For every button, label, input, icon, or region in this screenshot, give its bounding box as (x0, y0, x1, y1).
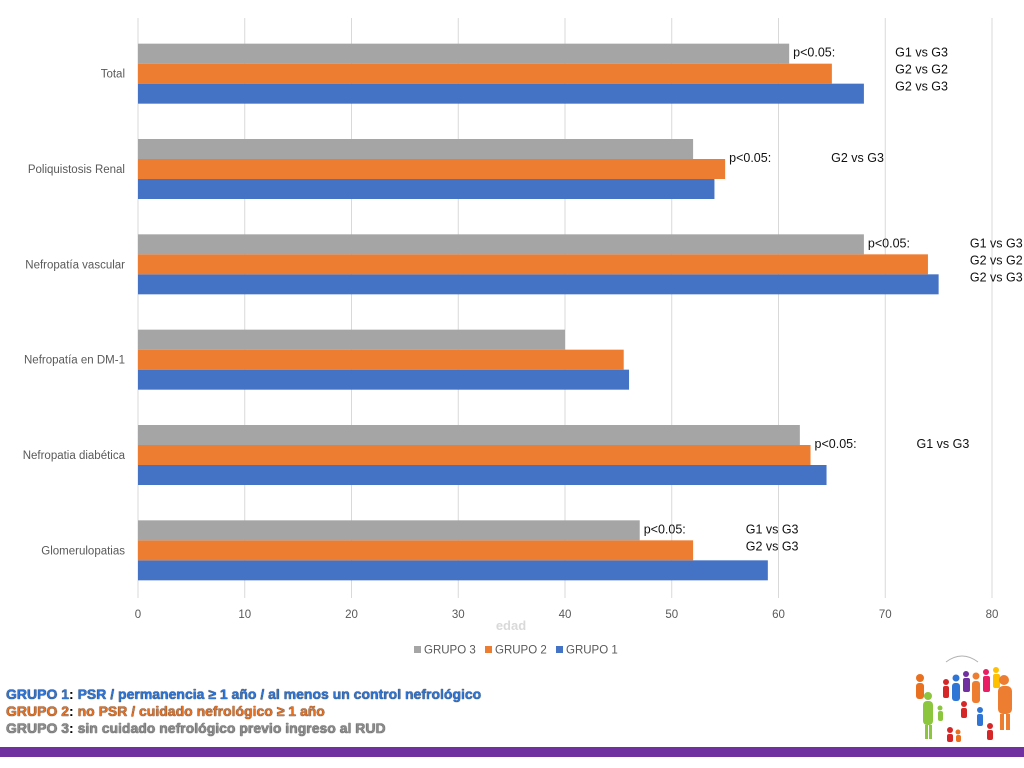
x-tick-label: 0 (135, 609, 141, 621)
legend: GRUPO 3 GRUPO 2 GRUPO 1 (414, 645, 618, 657)
category-label: Nefropatia diabética (23, 450, 126, 462)
bar-grupo-2 (138, 349, 624, 370)
category-label: Glomerulopatias (41, 545, 125, 557)
comparison-label: G2 vs G3 (831, 151, 884, 165)
bar-grupo-1 (138, 179, 715, 199)
comparison-label: G2 vs G2 (895, 63, 948, 77)
bar-grupo-2 (138, 159, 726, 179)
footnote-grupo-1: GRUPO 1: PSR / permanencia ≥ 1 año / al … (6, 686, 481, 703)
x-tick-label: 70 (879, 609, 892, 621)
x-tick-label: 50 (665, 609, 678, 621)
x-tick-label: 30 (452, 609, 465, 621)
p-value-label: p<0.05: (729, 151, 771, 165)
footnote-key: GRUPO 1 (6, 686, 70, 702)
p-value-label: p<0.05: (868, 236, 910, 250)
comparison-label: G2 vs G2 (970, 253, 1023, 267)
category-label: Total (101, 69, 125, 81)
bar-chart: Glomerulopatias Nefropatia diabética Nefro… (23, 18, 1023, 657)
x-axis-title: edad (496, 618, 526, 633)
footnote-key: GRUPO 2 (6, 703, 70, 719)
bar-grupo-1 (138, 369, 630, 390)
bar-grupo-1 (138, 465, 827, 485)
comparison-label: G1 vs G3 (746, 522, 799, 536)
bar-grupo-3 (138, 234, 864, 255)
comparison-label: G2 vs G3 (746, 539, 799, 553)
bar-grupo-3 (138, 139, 694, 159)
comparison-label: G1 vs G3 (895, 46, 948, 60)
significance-annotations: p<0.05: G1 vs G3 G2 vs G2 G2 vs G3 p<0.05: G2… (644, 46, 1023, 554)
x-tick-label: 40 (559, 609, 572, 621)
p-value-label: p<0.05: (793, 46, 835, 60)
bars (138, 43, 939, 581)
bar-grupo-3 (138, 520, 640, 541)
bar-grupo-2 (138, 445, 811, 465)
footnote-key: GRUPO 3 (6, 720, 70, 736)
footnote-separator: : (69, 703, 74, 719)
bar-grupo-1 (138, 274, 939, 295)
bar-grupo-1 (138, 83, 864, 104)
gridlines (137, 18, 993, 598)
p-value-label: p<0.05: (815, 437, 857, 451)
footnote-text: PSR / permanencia ≥ 1 año / al menos un … (73, 686, 482, 702)
legend-label: GRUPO 3 (424, 645, 476, 657)
comparison-label: G1 vs G3 (970, 236, 1023, 250)
p-value-label: p<0.05: (644, 522, 686, 536)
people-crowd-logo (916, 655, 1012, 742)
comparison-label: G2 vs G3 (895, 80, 948, 94)
bar-grupo-3 (138, 329, 565, 350)
category-label: Poliquistosis Renal (28, 164, 125, 176)
bar-grupo-3 (138, 425, 800, 445)
bar-grupo-3 (138, 43, 790, 64)
x-tick-label: 60 (772, 609, 785, 621)
footnote-text: sin cuidado nefrológico previo ingreso a… (73, 720, 386, 736)
bar-grupo-2 (138, 254, 928, 275)
footnote-separator: : (69, 720, 74, 736)
legend-swatch (556, 646, 563, 653)
footnote-text: no PSR / cuidado nefrológico ≥ 1 año (73, 703, 325, 719)
comparison-label: G2 vs G3 (970, 270, 1023, 284)
footnote-separator: : (69, 686, 74, 702)
category-labels: Glomerulopatias Nefropatia diabética Nefro… (23, 69, 126, 558)
footnote-grupo-2: GRUPO 2: no PSR / cuidado nefrológico ≥ … (6, 703, 481, 720)
legend-swatch (485, 646, 492, 653)
comparison-label: G1 vs G3 (917, 437, 970, 451)
bar-grupo-2 (138, 540, 694, 561)
legend-label: GRUPO 1 (566, 645, 618, 657)
x-tick-label: 20 (345, 609, 358, 621)
footnote-grupo-3: GRUPO 3: sin cuidado nefrológico previo … (6, 720, 481, 737)
bar-grupo-2 (138, 63, 832, 84)
bottom-accent-bar (0, 747, 1024, 757)
x-tick-label: 10 (238, 609, 251, 621)
group-definitions: GRUPO 1: PSR / permanencia ≥ 1 año / al … (6, 686, 481, 737)
category-label: Nefropatía en DM-1 (24, 355, 125, 367)
legend-swatch (414, 646, 421, 653)
x-tick-labels: 0 10 20 30 40 50 60 70 80 (135, 609, 999, 621)
bar-grupo-1 (138, 560, 768, 581)
x-tick-label: 80 (986, 609, 999, 621)
category-label: Nefropatía vascular (25, 259, 125, 271)
legend-label: GRUPO 2 (495, 645, 547, 657)
